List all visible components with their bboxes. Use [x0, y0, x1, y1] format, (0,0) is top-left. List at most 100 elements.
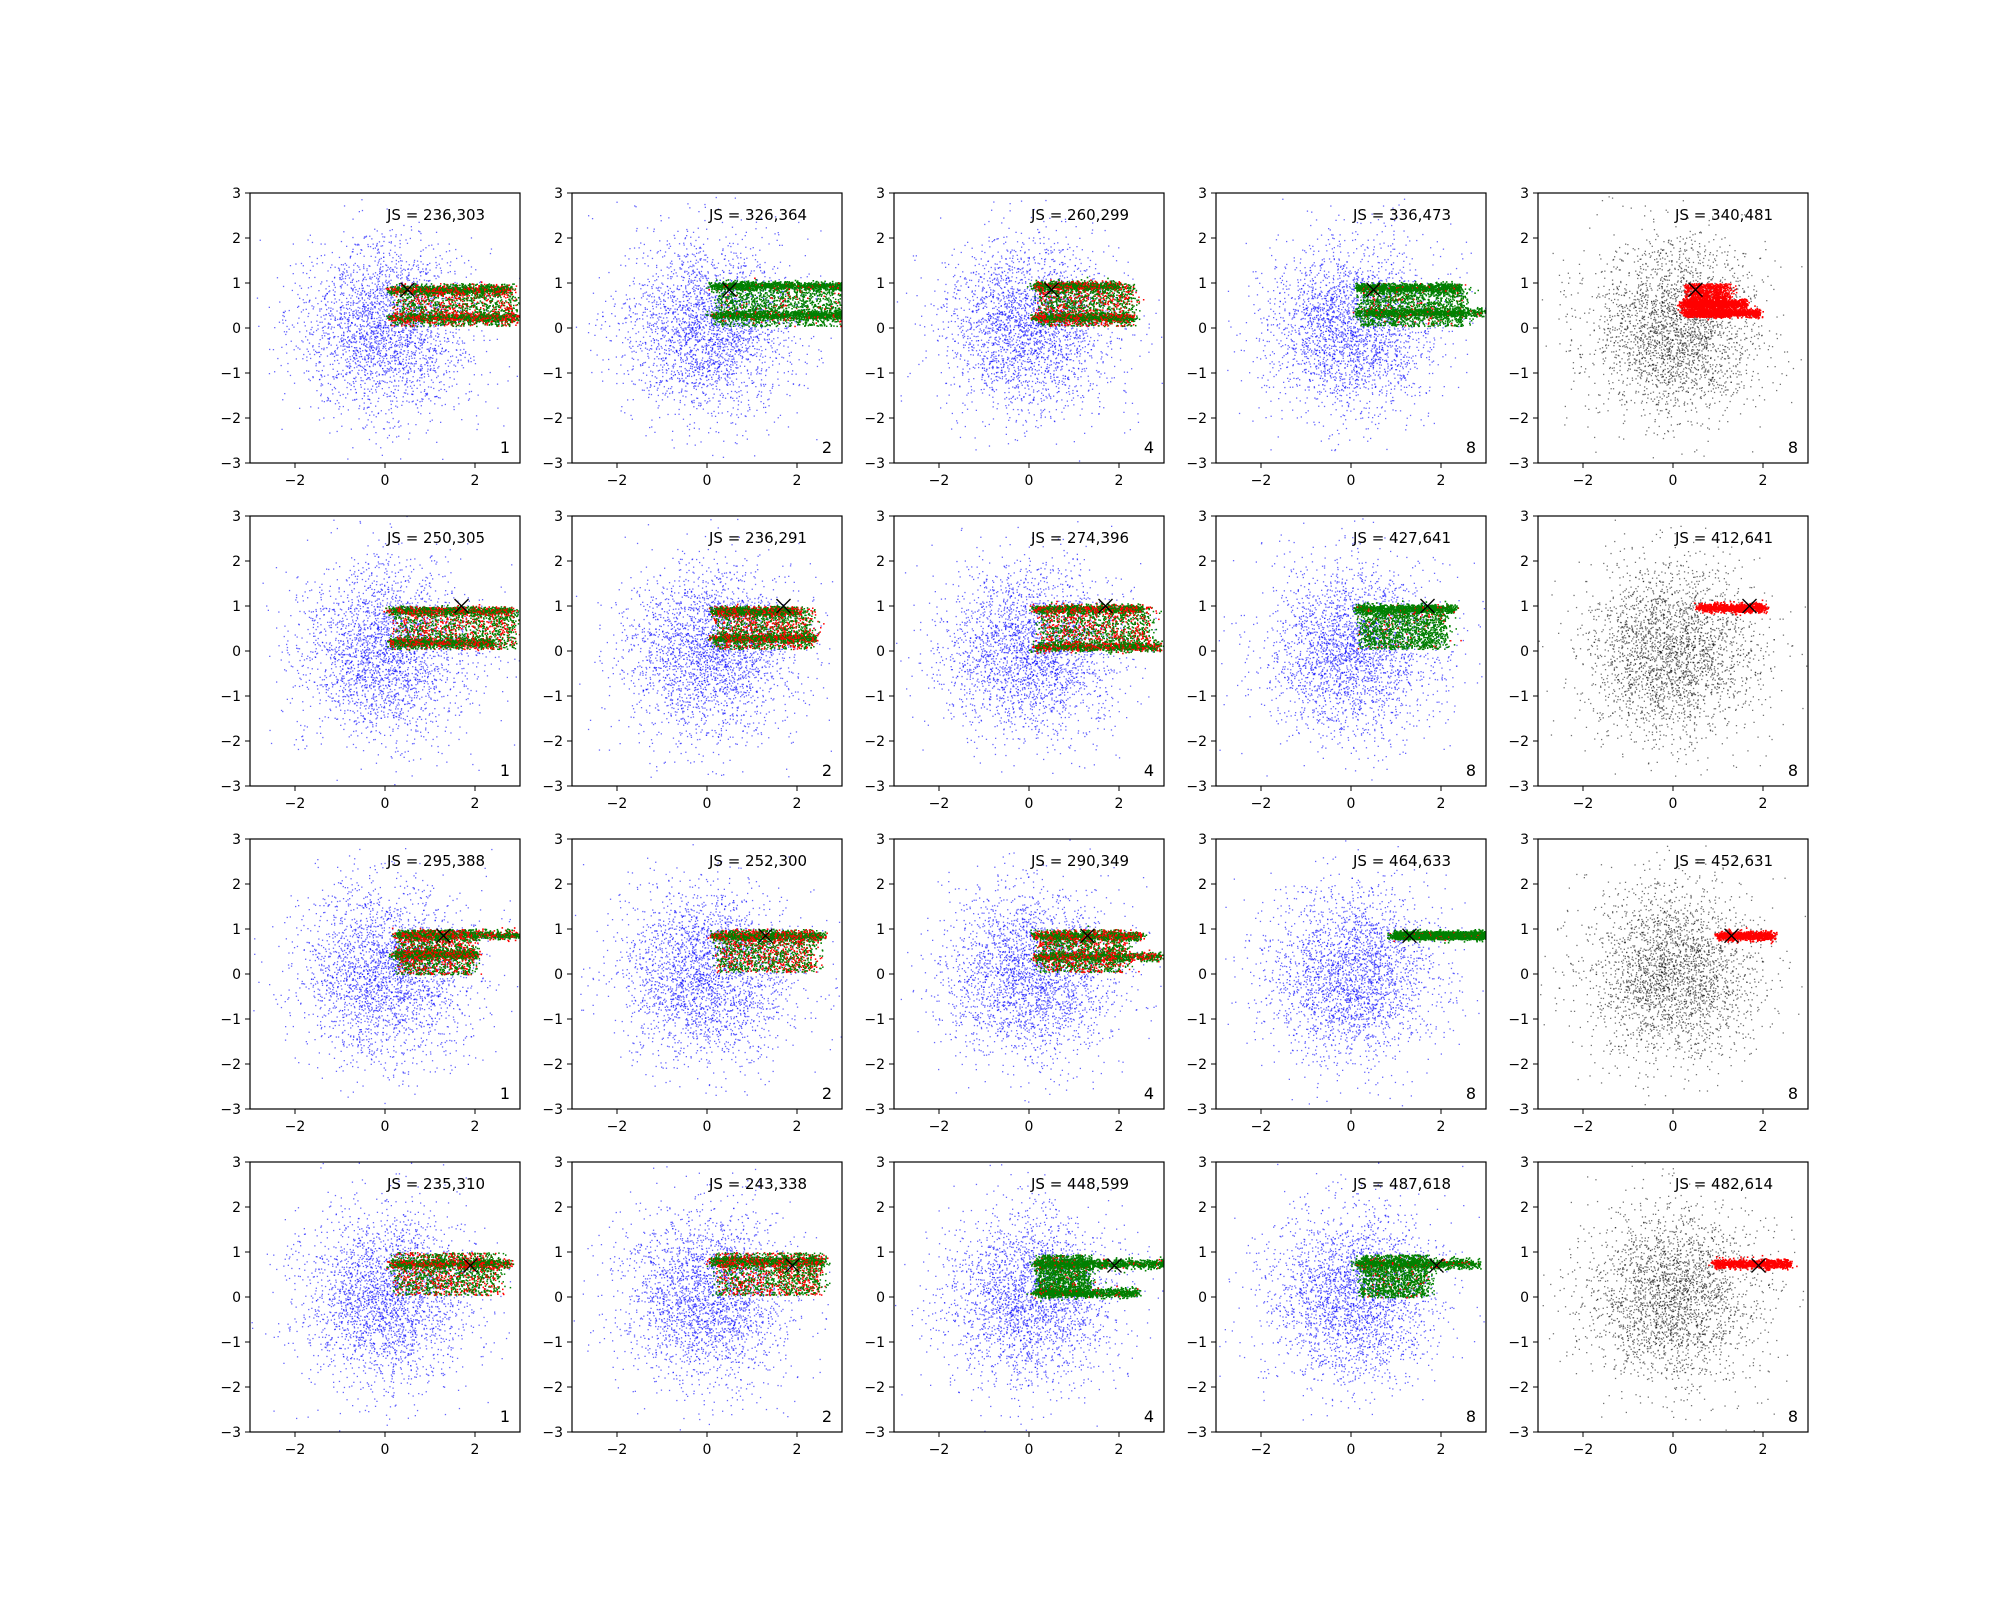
background-point	[468, 329, 469, 330]
background-point	[420, 413, 421, 414]
cluster-point	[459, 303, 461, 305]
background-point	[367, 355, 368, 356]
cluster-point	[394, 288, 396, 290]
background-point	[369, 328, 370, 329]
cluster-point	[514, 297, 516, 299]
background-point	[361, 387, 362, 388]
background-point	[372, 326, 373, 327]
background-point	[380, 323, 381, 324]
cluster-point	[442, 298, 444, 300]
background-point	[440, 353, 441, 354]
background-point	[328, 326, 329, 327]
background-point	[398, 390, 399, 391]
background-point	[283, 286, 284, 287]
background-point	[382, 290, 383, 291]
cluster-point	[484, 298, 486, 300]
cluster-point	[496, 325, 498, 327]
background-point	[354, 367, 355, 368]
background-point	[509, 366, 510, 367]
cluster-point	[447, 310, 449, 312]
background-point	[394, 380, 395, 381]
background-point	[335, 318, 336, 319]
background-point	[285, 320, 286, 321]
background-point	[344, 346, 345, 347]
cluster-point	[486, 306, 488, 308]
cluster-point	[435, 302, 437, 304]
cluster-point	[455, 297, 457, 299]
background-point	[362, 288, 363, 289]
background-point	[376, 391, 377, 392]
background-point	[385, 370, 386, 371]
background-point	[362, 314, 363, 315]
background-point	[407, 370, 408, 371]
background-point	[367, 373, 368, 374]
background-point	[439, 341, 440, 342]
background-point	[372, 352, 373, 353]
background-point	[357, 291, 358, 292]
background-point	[284, 316, 285, 317]
background-point	[402, 354, 403, 355]
background-point	[471, 237, 472, 238]
cluster-point	[464, 291, 466, 293]
background-point	[409, 433, 410, 434]
background-point	[364, 383, 365, 384]
cluster-point	[512, 289, 514, 291]
background-point	[346, 265, 347, 266]
cluster-point	[435, 325, 437, 327]
cluster-point	[407, 286, 409, 288]
cluster-point	[406, 297, 408, 299]
background-point	[307, 294, 308, 295]
background-point	[396, 254, 397, 255]
cluster-point	[406, 325, 408, 327]
background-point	[401, 405, 402, 406]
background-point	[349, 367, 350, 368]
background-point	[360, 253, 361, 254]
cluster-point	[480, 296, 482, 298]
background-point	[295, 263, 296, 264]
background-point	[345, 278, 346, 279]
background-point	[437, 328, 438, 329]
background-point	[396, 268, 397, 269]
background-point	[386, 311, 387, 312]
background-point	[391, 261, 392, 262]
background-point	[371, 318, 372, 319]
background-point	[389, 330, 390, 331]
background-point	[377, 344, 378, 345]
background-point	[319, 379, 320, 380]
background-point	[389, 253, 390, 254]
background-point	[469, 384, 470, 385]
background-point	[310, 235, 311, 236]
cluster-point	[504, 294, 506, 296]
background-point	[439, 382, 440, 383]
background-point	[329, 337, 330, 338]
background-point	[380, 334, 381, 335]
background-point	[368, 354, 369, 355]
background-point	[369, 338, 370, 339]
background-point	[319, 308, 320, 309]
cluster-point	[462, 306, 464, 308]
background-point	[454, 271, 455, 272]
background-point	[334, 356, 335, 357]
background-point	[309, 277, 310, 278]
background-point	[386, 371, 387, 372]
cluster-point	[525, 295, 527, 297]
background-point	[371, 316, 372, 317]
background-point	[370, 303, 371, 304]
background-point	[413, 264, 414, 265]
background-point	[461, 365, 462, 366]
background-point	[449, 362, 450, 363]
background-point	[337, 431, 338, 432]
background-point	[335, 388, 336, 389]
background-point	[319, 310, 320, 311]
background-point	[359, 356, 360, 357]
background-point	[410, 333, 411, 334]
background-point	[346, 365, 347, 366]
background-point	[379, 259, 380, 260]
cluster-point	[480, 300, 482, 302]
background-point	[371, 358, 372, 359]
background-point	[347, 393, 348, 394]
background-point	[392, 229, 393, 230]
background-point	[321, 316, 322, 317]
cluster-point	[420, 310, 422, 312]
background-point	[348, 321, 349, 322]
